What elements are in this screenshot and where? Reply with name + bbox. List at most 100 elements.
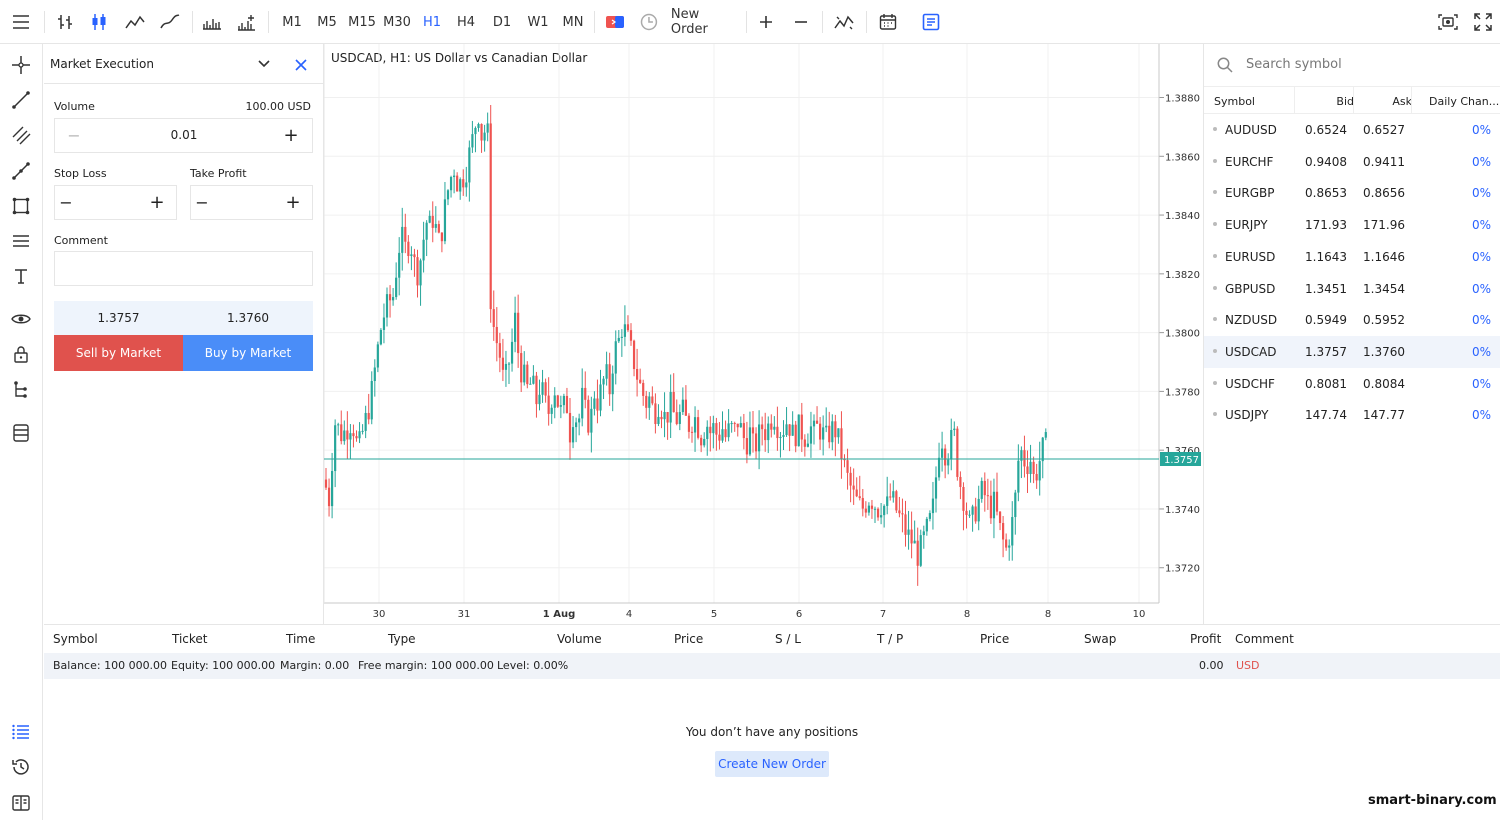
journal-icon[interactable]	[8, 790, 34, 816]
candle-body	[751, 427, 755, 434]
price-chart[interactable]: USDCAD, H1: US Dollar vs Canadian Dollar…	[324, 44, 1202, 624]
fibonacci-icon[interactable]	[8, 158, 34, 184]
col-profit[interactable]: Profit	[1190, 632, 1222, 646]
candlestick-icon[interactable]	[86, 0, 112, 44]
watchlist-row[interactable]: EURGBP 0.8653 0.8656 0%	[1204, 177, 1500, 209]
eye-icon[interactable]	[8, 306, 34, 332]
col-stop-loss[interactable]: S / L	[775, 632, 801, 646]
one-click-trading-icon[interactable]	[603, 0, 627, 44]
col-time[interactable]: Time	[286, 632, 316, 646]
watchlist-row[interactable]: USDCAD 1.3757 1.3760 0%	[1204, 335, 1500, 368]
history-icon[interactable]	[8, 754, 34, 780]
candle-body	[892, 491, 895, 498]
channel-icon[interactable]	[8, 122, 34, 148]
new-order-button[interactable]: New Order	[640, 0, 740, 44]
layers-icon[interactable]	[8, 420, 34, 446]
candle-body	[812, 420, 816, 427]
candle-body	[617, 337, 620, 342]
area-chart-icon[interactable]	[157, 0, 183, 44]
watchlist-row[interactable]: USDCHF 0.8081 0.8084 0%	[1204, 368, 1500, 400]
watchlist-row[interactable]: USDJPY 147.74 147.77 0%	[1204, 399, 1500, 431]
horizontal-lines-icon[interactable]	[8, 228, 34, 254]
candle-body	[806, 443, 809, 447]
positions-list-icon[interactable]	[8, 719, 34, 745]
calendar-icon[interactable]	[875, 0, 901, 44]
lock-icon[interactable]	[8, 341, 34, 367]
col-symbol[interactable]: Symbol	[53, 632, 98, 646]
tf-mn[interactable]: MN	[562, 14, 584, 30]
tf-m5[interactable]: M5	[317, 14, 337, 30]
watchlist-row[interactable]: EURUSD 1.1643 1.1646 0%	[1204, 241, 1500, 273]
watchlist-row[interactable]: EURCHF 0.9408 0.9411 0%	[1204, 146, 1500, 178]
candle-body	[510, 341, 514, 364]
tf-m15[interactable]: M15	[348, 14, 376, 30]
take-profit-increase-button[interactable]: +	[285, 192, 301, 213]
object-tree-icon[interactable]	[8, 377, 34, 403]
shapes-icon[interactable]	[8, 193, 34, 219]
col-current-price[interactable]: Price	[980, 632, 1010, 646]
search-input[interactable]: Search symbol	[1246, 57, 1342, 72]
buy-by-market-button[interactable]: Buy by Market	[183, 335, 313, 371]
col-take-profit[interactable]: T / P	[877, 632, 904, 646]
execution-type-select[interactable]: Market Execution	[50, 44, 276, 84]
fullscreen-icon[interactable]	[1470, 0, 1496, 44]
screenshot-icon[interactable]	[1435, 0, 1461, 44]
menu-icon[interactable]	[6, 0, 36, 44]
volume-bars-icon[interactable]	[199, 0, 225, 44]
line-chart-icon[interactable]	[122, 0, 148, 44]
col-ticket[interactable]: Ticket	[172, 632, 208, 646]
comment-input[interactable]	[54, 251, 313, 286]
watchlist-row[interactable]: AUDUSD 0.6524 0.6527 0%	[1204, 114, 1500, 146]
watchlist-row[interactable]: GBPUSD 1.3451 1.3454 0%	[1204, 273, 1500, 305]
bar-chart-icon[interactable]	[52, 0, 78, 44]
candle-body	[977, 498, 980, 522]
tf-m30[interactable]: M30	[383, 14, 411, 30]
take-profit-stepper[interactable]: − +	[190, 185, 313, 220]
text-tool-icon[interactable]	[8, 263, 34, 289]
symbol-search[interactable]: Search symbol	[1204, 44, 1500, 86]
zoom-in-icon[interactable]	[754, 0, 778, 44]
watchlist-row[interactable]: EURJPY 171.93 171.96 0%	[1204, 209, 1500, 241]
tf-h1[interactable]: H1	[422, 14, 442, 30]
indicator-chart-icon[interactable]	[831, 0, 857, 44]
col-price[interactable]: Price	[674, 632, 704, 646]
candle-body	[809, 426, 813, 444]
header-daily-change[interactable]: Daily Chan...	[1429, 95, 1500, 108]
tf-h4[interactable]: H4	[456, 14, 476, 30]
tf-d1[interactable]: D1	[492, 14, 512, 30]
take-profit-decrease-button[interactable]: −	[195, 193, 209, 212]
tf-m1[interactable]: M1	[282, 14, 302, 30]
candle-body	[742, 423, 745, 439]
stop-loss-decrease-button[interactable]: −	[59, 193, 73, 212]
trend-line-icon[interactable]	[8, 87, 34, 113]
candle-body	[837, 428, 840, 438]
candle-body	[422, 239, 425, 261]
stop-loss-increase-button[interactable]: +	[149, 192, 165, 213]
volume-decrease-button[interactable]: −	[67, 126, 81, 145]
candle-body	[379, 329, 382, 345]
candlestick-chart[interactable]: 1.3880 1.3860 1.3840 1.3820 1.3800 1.3780 1.37…	[324, 44, 1202, 624]
candle-body	[995, 491, 999, 512]
col-comment[interactable]: Comment	[1235, 632, 1294, 646]
header-ask[interactable]: Ask	[1392, 95, 1412, 108]
close-icon[interactable]	[290, 54, 312, 76]
tf-w1[interactable]: W1	[527, 14, 549, 30]
candle-body	[782, 435, 785, 437]
watchlist-row[interactable]: NZDUSD 0.5949 0.5952 0%	[1204, 304, 1500, 336]
crosshair-icon[interactable]	[8, 52, 34, 78]
col-swap[interactable]: Swap	[1084, 632, 1117, 646]
volume-input[interactable]: 0.01	[170, 128, 198, 142]
zoom-out-icon[interactable]	[789, 0, 813, 44]
col-type[interactable]: Type	[388, 632, 416, 646]
sell-by-market-button[interactable]: Sell by Market	[54, 335, 183, 371]
candle-body	[407, 241, 410, 257]
stop-loss-stepper[interactable]: − +	[54, 185, 177, 220]
col-volume[interactable]: Volume	[557, 632, 602, 646]
header-symbol[interactable]: Symbol	[1214, 95, 1255, 108]
create-new-order-button[interactable]: Create New Order	[715, 751, 829, 777]
indicators-icon[interactable]	[234, 0, 260, 44]
equity-text: Equity: 100 000.00	[171, 659, 276, 672]
order-panel-toggle-icon[interactable]	[918, 0, 944, 44]
volume-increase-button[interactable]: +	[283, 125, 299, 146]
header-bid[interactable]: Bid	[1336, 95, 1354, 108]
